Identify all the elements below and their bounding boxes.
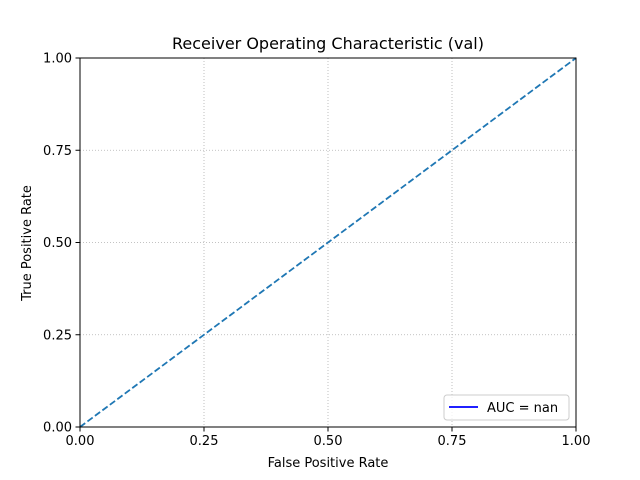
- chart-title: Receiver Operating Characteristic (val): [172, 34, 484, 53]
- legend-label: AUC = nan: [487, 401, 558, 416]
- y-tick-label: 0.75: [43, 144, 72, 159]
- y-tick-label: 0.00: [43, 421, 72, 436]
- chance-diagonal-line: [79, 57, 577, 428]
- legend-box: [443, 394, 570, 421]
- x-tick-label: 0.75: [438, 434, 467, 449]
- y-tick-label: 0.25: [43, 328, 72, 343]
- y-tick-label: 1.00: [43, 52, 72, 67]
- x-axis-label: False Positive Rate: [268, 456, 389, 471]
- x-tick-label: 0.00: [66, 434, 95, 449]
- y-tick-label: 0.50: [43, 236, 72, 251]
- legend: AUC = nan: [443, 394, 570, 421]
- x-tick-label: 0.50: [314, 434, 343, 449]
- axis-ticks: 0.00 0.25 0.50 0.75 1.00 0.00 0.25 0.50 0.75 1.00: [43, 52, 590, 450]
- plot-series: [79, 57, 577, 428]
- x-tick-label: 1.00: [562, 434, 591, 449]
- x-tick-label: 0.25: [190, 434, 219, 449]
- y-axis-label: True Positive Rate: [20, 185, 35, 302]
